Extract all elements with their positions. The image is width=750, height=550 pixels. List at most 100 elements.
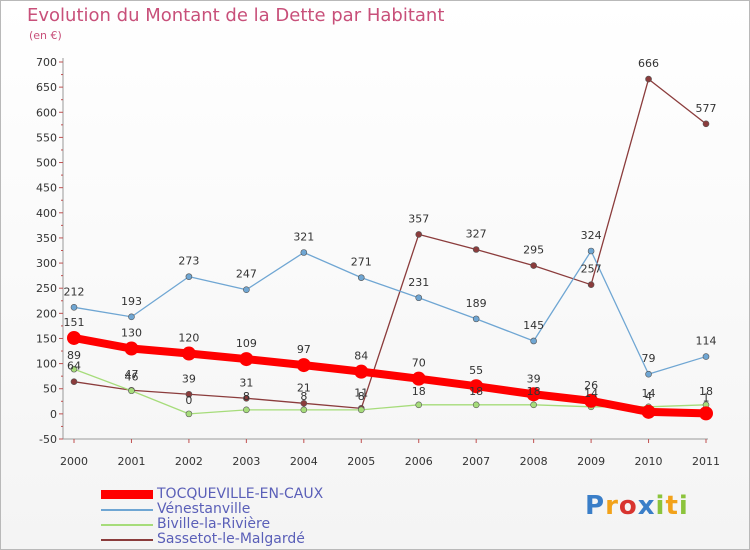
data-label: 1 xyxy=(703,391,710,404)
series-line xyxy=(73,368,707,415)
data-label: 145 xyxy=(523,319,544,332)
data-point xyxy=(181,346,196,361)
data-label: 295 xyxy=(523,244,544,257)
data-point xyxy=(300,249,308,256)
legend-swatch-sassetot xyxy=(101,539,153,541)
y-tick-label: 100 xyxy=(36,358,57,371)
data-point xyxy=(243,394,250,402)
logo-letter: P xyxy=(585,491,606,521)
data-label: 271 xyxy=(351,256,372,269)
y-tick-label: 550 xyxy=(36,131,57,144)
data-point xyxy=(587,281,595,288)
logo-letter: r xyxy=(605,491,619,521)
legend-label-tocqueville: TOCQUEVILLE-EN-CAUX xyxy=(157,486,324,502)
legend-swatch-tocqueville xyxy=(101,490,153,499)
logo-letter: x xyxy=(637,491,656,521)
data-point xyxy=(124,341,139,356)
data-label: 14 xyxy=(584,387,598,400)
data-point xyxy=(128,313,135,321)
data-point xyxy=(530,262,537,269)
y-tick-label: 50 xyxy=(43,383,57,396)
data-point xyxy=(645,370,652,378)
y-tick-label: 200 xyxy=(36,307,57,320)
data-label: 327 xyxy=(466,227,487,240)
data-label: 324 xyxy=(581,229,602,242)
data-label: 70 xyxy=(412,357,426,370)
y-tick-label: 300 xyxy=(36,257,57,270)
proxiti-logo: Proxiti xyxy=(585,491,689,521)
data-point xyxy=(67,330,81,345)
data-label: 46 xyxy=(124,371,138,384)
data-label: 97 xyxy=(297,343,311,356)
y-tick-label: 600 xyxy=(36,106,57,119)
data-label: 8 xyxy=(358,390,365,403)
data-point xyxy=(587,247,595,255)
x-tick-label: 2004 xyxy=(290,455,318,468)
x-tick-label: 2006 xyxy=(405,455,433,468)
data-point xyxy=(357,274,365,281)
data-label: 231 xyxy=(408,276,429,289)
data-label: 0 xyxy=(185,394,192,407)
data-label: 130 xyxy=(121,327,142,340)
y-tick-label: 650 xyxy=(36,81,57,94)
x-tick-label: 2002 xyxy=(175,455,203,468)
data-point xyxy=(469,379,484,394)
y-tick-label: 400 xyxy=(36,207,57,220)
data-point xyxy=(526,387,541,402)
data-point xyxy=(645,75,652,83)
data-label: 8 xyxy=(300,390,307,403)
data-label: 26 xyxy=(584,379,598,392)
data-label: 247 xyxy=(236,268,257,281)
y-tick-label: 250 xyxy=(36,282,57,295)
y-tick-label: -50 xyxy=(39,433,57,446)
data-label: 666 xyxy=(638,57,659,70)
data-point xyxy=(243,406,250,414)
data-label: 39 xyxy=(527,372,541,385)
data-point xyxy=(415,401,423,409)
x-tick-label: 2000 xyxy=(60,455,88,468)
data-label: 11 xyxy=(354,386,368,399)
data-point xyxy=(472,315,480,323)
data-label: 109 xyxy=(236,337,257,350)
data-point xyxy=(239,352,254,367)
data-label: 577 xyxy=(696,102,717,115)
data-label: 8 xyxy=(243,390,250,403)
x-tick-label: 2011 xyxy=(692,455,720,468)
data-point xyxy=(699,406,713,421)
data-label: 18 xyxy=(412,385,426,398)
y-tick-label: 150 xyxy=(36,332,57,345)
data-point xyxy=(411,371,426,386)
data-label: 18 xyxy=(699,385,713,398)
data-label: 84 xyxy=(354,350,368,363)
data-point xyxy=(357,406,365,414)
data-label: 18 xyxy=(469,385,483,398)
series-line xyxy=(73,78,707,409)
data-point xyxy=(185,273,193,280)
data-point xyxy=(354,364,369,379)
chart-subtitle: (en €) xyxy=(29,29,62,42)
data-point xyxy=(472,401,480,409)
data-label: 151 xyxy=(64,316,85,329)
y-tick-label: 450 xyxy=(36,182,57,195)
data-point xyxy=(185,410,193,418)
legend-label-sassetot: Sassetot-le-Malgardé xyxy=(157,531,305,547)
series-line xyxy=(70,333,710,418)
data-label: 120 xyxy=(178,332,199,345)
data-label: 114 xyxy=(696,335,717,348)
data-point xyxy=(128,387,135,395)
data-label: 189 xyxy=(466,297,487,310)
y-tick-label: 700 xyxy=(36,56,57,69)
data-label: 321 xyxy=(293,231,314,244)
data-point xyxy=(472,246,480,253)
x-tick-label: 2001 xyxy=(117,455,145,468)
data-label: 39 xyxy=(182,372,196,385)
data-point xyxy=(530,337,537,345)
data-label: 55 xyxy=(469,364,483,377)
data-label: 18 xyxy=(527,385,541,398)
data-point xyxy=(702,120,710,128)
x-tick-label: 2007 xyxy=(462,455,490,468)
data-point xyxy=(415,231,423,238)
x-tick-label: 2003 xyxy=(232,455,260,468)
